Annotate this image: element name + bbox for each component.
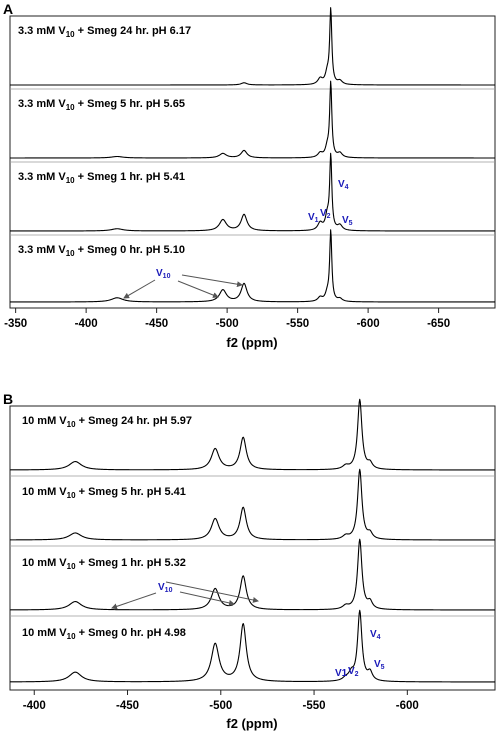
x-axis-tick-label: -500: [209, 700, 232, 712]
x-axis-label: f2 (ppm): [226, 716, 277, 731]
spectrum-trace: [9, 468, 496, 541]
x-axis-tick-label: -600: [357, 318, 380, 330]
x-axis-tick-label: -550: [303, 700, 326, 712]
annotation-v4: V4: [338, 179, 349, 191]
arrow: [177, 280, 219, 298]
trace-title-b-3: 10 mM V10 + Smeg 0 hr. pH 4.98: [22, 627, 186, 641]
annotation-v4: V4: [370, 629, 381, 641]
annotation-v5: V5: [342, 215, 353, 227]
trace-title-a-2: 3.3 mM V10 + Smeg 1 hr. pH 5.41: [18, 171, 185, 185]
x-axis-tick-label: -500: [216, 318, 239, 330]
trace-title-b-1: 10 mM V10 + Smeg 5 hr. pH 5.41: [22, 486, 186, 500]
panel-b-letter: B: [3, 391, 13, 407]
panel-a-letter: A: [3, 1, 13, 17]
annotation-v5: V5: [374, 659, 385, 671]
annotation-v2: V2: [348, 666, 359, 678]
x-axis-tick-label: -400: [75, 318, 98, 330]
annotation-arrows-v10: [123, 274, 243, 299]
trace-title-a-0: 3.3 mM V10 + Smeg 24 hr. pH 6.17: [18, 25, 191, 39]
x-axis-tick-label: -550: [286, 318, 309, 330]
arrow: [123, 279, 156, 299]
x-axis-tick-label: -350: [4, 318, 27, 330]
panel-b-frame: [9, 405, 496, 691]
spectrum-trace: [9, 609, 496, 683]
arrow: [181, 274, 243, 288]
annotation-v1: V1: [308, 212, 319, 224]
arrow: [179, 591, 235, 606]
spectrum-trace: [9, 80, 496, 159]
spectrum-trace: [9, 152, 496, 232]
x-axis-tick-label: -600: [396, 700, 419, 712]
x-axis-tick-label: -400: [23, 700, 46, 712]
trace-title-b-2: 10 mM V10 + Smeg 1 hr. pH 5.32: [22, 557, 186, 571]
annotation-v10: V10: [156, 268, 171, 280]
spectrum-trace: [9, 538, 496, 611]
x-axis-tick-label: -450: [145, 318, 168, 330]
x-axis-tick-label: -450: [116, 700, 139, 712]
panel-a: A 3.3 mM V10 + Smeg 24 hr. pH 6.17 3.3 m…: [3, 1, 496, 350]
trace-title-b-0: 10 mM V10 + Smeg 24 hr. pH 5.97: [22, 415, 192, 429]
arrow: [111, 592, 157, 610]
annotation-arrows-v10: [111, 581, 259, 610]
annotation-v10: V10: [158, 582, 173, 594]
x-axis-tick-label: -650: [427, 318, 450, 330]
annotation-v2: V2: [320, 208, 331, 220]
spectrum-trace: [9, 398, 496, 471]
arrow: [165, 581, 259, 603]
x-axis-ticks: -350 -400 -450 -500 -550 -600 -650: [4, 308, 450, 330]
annotation-v1: V1: [335, 668, 348, 679]
x-axis-ticks: -400 -450 -500 -550 -600: [23, 690, 419, 712]
panel-b: B 10 mM V10 + Smeg 24 hr. pH 5.97 10 mM …: [3, 391, 496, 731]
spectrum-trace: [9, 229, 496, 303]
trace-title-a-1: 3.3 mM V10 + Smeg 5 hr. pH 5.65: [18, 98, 185, 112]
trace-title-a-3: 3.3 mM V10 + Smeg 0 hr. pH 5.10: [18, 244, 185, 258]
spectrum-trace: [9, 7, 496, 86]
x-axis-label: f2 (ppm): [226, 335, 277, 350]
